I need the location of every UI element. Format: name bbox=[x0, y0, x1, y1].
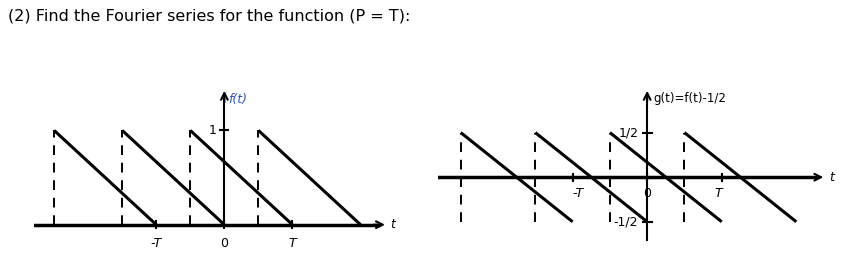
Text: t: t bbox=[830, 171, 834, 184]
Text: g(t)=f(t)-1/2: g(t)=f(t)-1/2 bbox=[653, 92, 726, 104]
Text: T: T bbox=[288, 237, 296, 250]
Text: t: t bbox=[390, 218, 395, 231]
Text: 1/2: 1/2 bbox=[618, 126, 638, 139]
Text: -T: -T bbox=[151, 237, 162, 250]
Text: 0: 0 bbox=[643, 187, 651, 200]
Text: -1/2: -1/2 bbox=[614, 215, 638, 228]
Text: f(t): f(t) bbox=[228, 93, 248, 106]
Text: (2) Find the Fourier series for the function (P = T):: (2) Find the Fourier series for the func… bbox=[8, 8, 411, 23]
Text: 1: 1 bbox=[208, 124, 216, 137]
Text: 0: 0 bbox=[220, 237, 228, 250]
Text: T: T bbox=[714, 187, 722, 200]
Text: -T: -T bbox=[573, 187, 584, 200]
